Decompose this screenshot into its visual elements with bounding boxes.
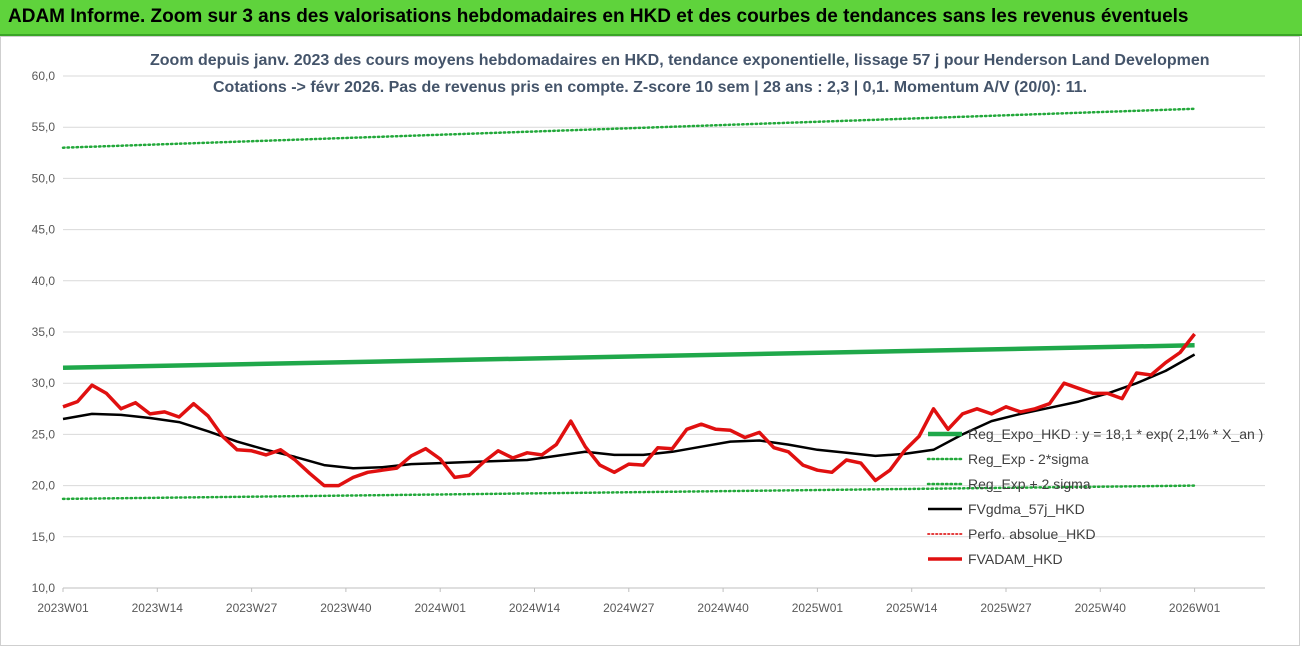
x-tick-label: 2023W27 bbox=[226, 601, 278, 615]
x-axis-tick-labels: 2023W01 2023W14 2023W27 2023W40 2024W01 2024W… bbox=[37, 601, 1220, 615]
x-tick-label: 2025W14 bbox=[886, 601, 938, 615]
x-tick-label: 2025W40 bbox=[1075, 601, 1127, 615]
y-tick-label: 50,0 bbox=[32, 171, 56, 185]
legend-label: Reg_Expo_HKD : y = 18,1 * exp( 2,1% * X_… bbox=[968, 426, 1263, 442]
x-tick-label: 2023W14 bbox=[132, 601, 184, 615]
gridlines bbox=[62, 75, 1265, 592]
legend-label: Reg_Exp - 2*sigma bbox=[968, 451, 1089, 467]
x-tick-label: 2023W01 bbox=[37, 601, 89, 615]
series-layer bbox=[61, 107, 1196, 501]
x-tick-label: 2024W27 bbox=[603, 601, 655, 615]
y-tick-label: 40,0 bbox=[32, 274, 56, 288]
y-tick-label: 30,0 bbox=[32, 376, 56, 390]
y-tick-label: 25,0 bbox=[32, 427, 56, 441]
x-tick-label: 2024W01 bbox=[415, 601, 467, 615]
x-tick-label: 2023W40 bbox=[320, 601, 372, 615]
y-tick-label: 55,0 bbox=[32, 120, 56, 134]
y-tick-label: 15,0 bbox=[32, 530, 56, 544]
x-tick-label: 2024W40 bbox=[697, 601, 749, 615]
y-tick-label: 10,0 bbox=[32, 581, 56, 595]
y-tick-label: 60,0 bbox=[32, 69, 56, 83]
series-line-reg-expo-hkd-y-18-1-exp-2-1-x-an bbox=[62, 343, 1195, 371]
x-tick-label: 2024W14 bbox=[509, 601, 561, 615]
chart-title-line-1: Zoom depuis janv. 2023 des cours moyens … bbox=[150, 52, 1210, 69]
x-tick-label: 2025W01 bbox=[792, 601, 844, 615]
y-tick-label: 35,0 bbox=[32, 325, 56, 339]
legend-label: Reg_Exp + 2 sigma bbox=[968, 476, 1091, 492]
series-line-fvgdma-57j-hkd bbox=[62, 353, 1196, 470]
report-banner: ADAM Informe. Zoom sur 3 ans des valoris… bbox=[0, 0, 1302, 36]
legend-label: FVADAM_HKD bbox=[968, 551, 1063, 567]
series-line-reg-exp-2-sigma bbox=[61, 484, 1196, 501]
report-title: ADAM Informe. Zoom sur 3 ans des valoris… bbox=[8, 6, 1189, 27]
y-tick-label: 45,0 bbox=[32, 223, 56, 237]
series-line-reg-exp-2-sigma bbox=[61, 107, 1196, 149]
chart-title-line-2: Cotations -> févr 2026. Pas de revenus p… bbox=[212, 79, 1088, 96]
x-tick-label: 2025W27 bbox=[980, 601, 1032, 615]
legend-label: FVgdma_57j_HKD bbox=[968, 501, 1085, 517]
legend: Reg_Expo_HKD : y = 18,1 * exp( 2,1% * X_… bbox=[926, 426, 1263, 567]
series-line-fvadam-hkd bbox=[62, 332, 1196, 488]
chart-frame bbox=[0, 36, 1300, 646]
y-tick-label: 20,0 bbox=[32, 479, 56, 493]
x-tick-label: 2026W01 bbox=[1169, 601, 1221, 615]
y-axis-tick-labels: 10,0 15,0 20,0 25,0 30,0 35,0 40,0 45,0 50,0 55,0… bbox=[32, 69, 56, 595]
legend-label: Perfo. absolue_HKD bbox=[968, 526, 1096, 542]
